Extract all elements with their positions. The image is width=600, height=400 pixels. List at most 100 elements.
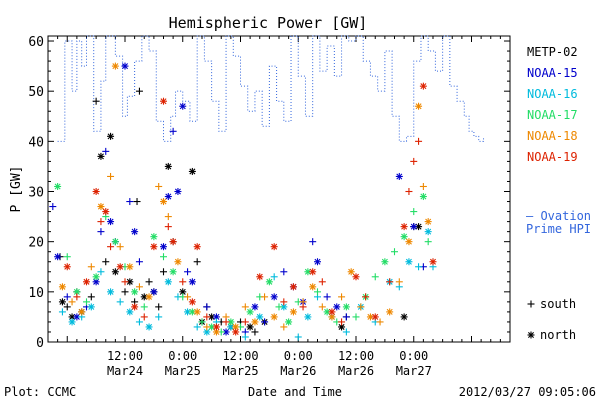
data-point-noaa-17-south (140, 303, 148, 311)
data-point-noaa-18-south (318, 303, 326, 311)
data-point-noaa-19-north (232, 328, 240, 336)
data-point-noaa-15-south (97, 228, 105, 236)
y-tick-label: 30 (28, 186, 44, 201)
data-point-noaa-16-north (164, 278, 172, 286)
data-point-noaa-15-south (261, 318, 269, 326)
x-tick-label-time: 0:00 (284, 349, 313, 363)
data-point-noaa-15-north (150, 288, 158, 296)
data-point-noaa-16-south (155, 313, 163, 321)
data-point-noaa-17-north (419, 193, 427, 201)
data-point-metp-02-south (193, 258, 201, 266)
data-point-noaa-18-south (338, 293, 346, 301)
data-point-noaa-18-north (232, 323, 240, 331)
data-point-noaa-18-north (111, 62, 119, 70)
data-point-noaa-15-south (323, 293, 331, 301)
data-point-noaa-19-north (188, 298, 196, 306)
data-point-noaa-19-south (241, 318, 249, 326)
x-tick-label-time: 12:00 (107, 349, 143, 363)
data-point-noaa-16-north (304, 313, 312, 321)
data-point-noaa-19-north (116, 263, 124, 271)
data-point-noaa-18-south (395, 278, 403, 286)
data-point-metp-02-north (188, 167, 196, 175)
data-point-noaa-16-north (126, 308, 134, 316)
data-point-noaa-18-north (174, 258, 182, 266)
data-point-metp-02-south (155, 303, 163, 311)
data-point-metp-02-south (102, 258, 110, 266)
data-point-noaa-15-north (270, 293, 278, 301)
data-point-noaa-19-north (169, 238, 177, 246)
data-point-noaa-19-south (362, 293, 370, 301)
data-point-noaa-17-south (160, 253, 167, 261)
data-point-noaa-15-south (169, 127, 177, 135)
data-point-noaa-17-north (285, 318, 293, 326)
plot-frame (47, 35, 511, 343)
data-point-noaa-19-south (107, 243, 115, 251)
data-point-noaa-15-north (395, 172, 403, 180)
data-point-metp-02-north (111, 268, 119, 276)
data-point-noaa-19-north (212, 323, 220, 331)
data-point-noaa-16-north (405, 258, 413, 266)
data-point-noaa-19-north (83, 278, 90, 286)
plot-layer: 010203040506012:00Mar240:00Mar2512:00Mar… (28, 35, 511, 378)
data-point-noaa-18-south (184, 293, 192, 301)
data-point-noaa-16-south (97, 268, 105, 276)
y-tick-label: 40 (28, 135, 44, 150)
data-point-noaa-18-south (155, 182, 163, 190)
data-point-noaa-15-south (309, 238, 317, 246)
legend-entry-noaa-18: NOAA-18 (527, 129, 578, 143)
data-point-noaa-16-south (415, 263, 423, 271)
data-point-noaa-17-south (391, 248, 398, 256)
data-point-noaa-17-north (92, 273, 100, 281)
data-point-noaa-18-south (87, 263, 95, 271)
data-point-noaa-17-north (54, 182, 62, 190)
data-point-noaa-19-north (289, 283, 297, 291)
data-point-noaa-18-north (270, 313, 278, 321)
data-point-noaa-19-south (73, 293, 81, 301)
data-point-noaa-15-north (314, 258, 321, 266)
data-point-noaa-19-north (352, 273, 360, 281)
marker-legend-label-north: north (540, 328, 576, 342)
data-point-noaa-15-north (54, 253, 62, 261)
data-point-noaa-19-south (318, 278, 326, 286)
data-point-metp-02-north (107, 132, 115, 140)
data-point-noaa-17-south (198, 318, 206, 326)
x-tick-label-date: Mar25 (165, 364, 201, 378)
x-axis-label: Date and Time (248, 385, 342, 399)
data-point-noaa-18-north (78, 308, 86, 316)
data-point-noaa-15-north (179, 102, 187, 110)
data-point-noaa-19-south (140, 313, 148, 321)
data-point-noaa-15-north (174, 188, 182, 196)
data-point-noaa-18-north (193, 308, 201, 316)
legend-entry-noaa-16: NOAA-16 (527, 87, 578, 101)
data-point-noaa-16-south (58, 308, 66, 316)
data-point-noaa-17-south (275, 303, 283, 311)
data-point-noaa-18-north (386, 308, 394, 316)
data-point-noaa-17-north (227, 318, 235, 326)
data-point-noaa-15-north (164, 193, 172, 201)
data-point-noaa-15-north (92, 278, 100, 286)
data-point-noaa-17-north (111, 238, 119, 246)
data-point-noaa-19-north (371, 313, 379, 321)
data-point-noaa-18-north (126, 263, 134, 271)
data-point-noaa-19-south (338, 318, 346, 326)
data-point-noaa-19-north (160, 97, 167, 105)
data-point-metp-02-north (400, 313, 408, 321)
data-point-noaa-17-south (424, 238, 432, 246)
data-point-noaa-18-north (145, 293, 153, 301)
data-point-metp-02-north (179, 288, 187, 296)
data-point-noaa-19-north (131, 303, 139, 311)
data-point-noaa-16-south (270, 273, 278, 281)
data-point-noaa-18-north (328, 313, 336, 321)
data-point-noaa-19-north (92, 188, 100, 196)
ovation-prime-hpi-line (57, 35, 485, 142)
legend-entry-noaa-17: NOAA-17 (527, 108, 578, 122)
data-point-noaa-17-north (169, 268, 177, 276)
data-point-noaa-17-north (150, 233, 158, 241)
data-point-noaa-18-south (68, 298, 76, 306)
data-point-noaa-18-south (357, 303, 365, 311)
data-point-metp-02-south (92, 97, 100, 105)
data-point-noaa-18-north (415, 102, 423, 110)
data-point-noaa-18-north (309, 283, 317, 291)
data-point-noaa-17-north (246, 308, 254, 316)
